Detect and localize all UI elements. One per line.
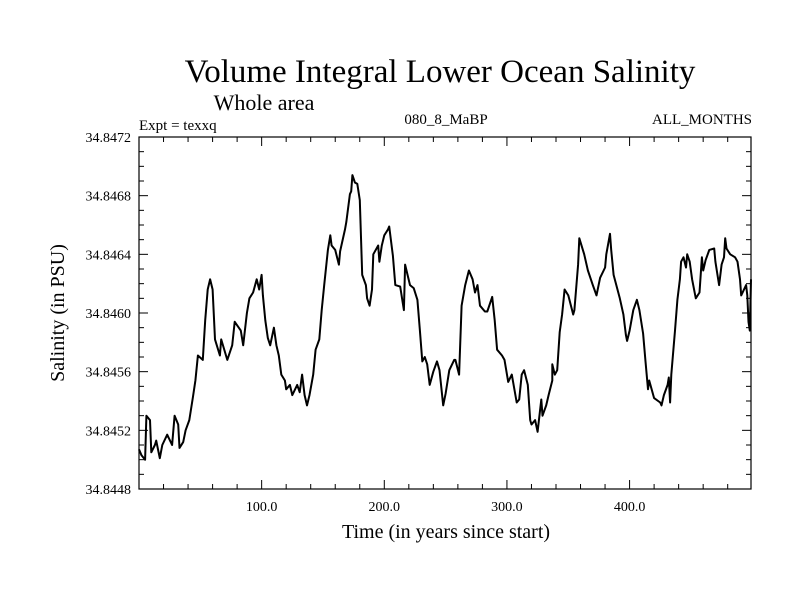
x-tick-label: 200.0	[369, 500, 401, 515]
y-tick-label: 34.8460	[86, 307, 132, 322]
y-tick-label: 34.8452	[86, 424, 132, 439]
x-axis-label: Time (in years since start)	[342, 521, 550, 543]
months-label: ALL_MONTHS	[652, 112, 752, 128]
y-tick-label: 34.8456	[86, 366, 132, 381]
x-tick-label: 400.0	[614, 500, 646, 515]
salinity-series-line	[138, 174, 752, 461]
x-tick-label: 100.0	[246, 500, 278, 515]
y-tick-labels: 34.8448 34.8452 34.8456 34.8460 34.8464 34.84…	[86, 131, 132, 498]
x-tick-label: 300.0	[491, 500, 523, 515]
y-tick-label: 34.8448	[86, 483, 132, 498]
period-label: 080_8_MaBP	[404, 112, 487, 128]
chart-title: Volume Integral Lower Ocean Salinity	[185, 54, 696, 90]
experiment-label: Expt = texxq	[139, 118, 217, 134]
chart-subtitle: Whole area	[214, 90, 315, 115]
y-tick-label: 34.8464	[86, 248, 132, 263]
axis-ticks	[139, 137, 751, 489]
x-tick-labels: 100.0 200.0 300.0 400.0	[246, 500, 645, 515]
y-tick-label: 34.8468	[86, 190, 132, 205]
y-tick-label: 34.8472	[86, 131, 132, 146]
plot-frame	[138, 136, 752, 490]
y-axis-label: Salinity (in PSU)	[47, 244, 69, 382]
